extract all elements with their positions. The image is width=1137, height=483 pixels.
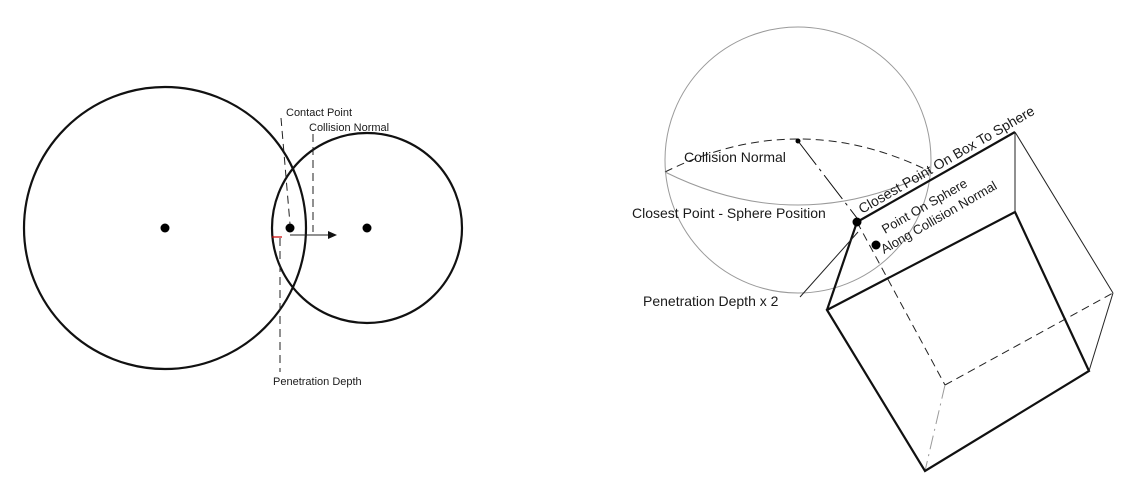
contact-point-dot (285, 223, 295, 233)
small-sphere (270, 131, 464, 325)
box-hidden-edge-1 (856, 221, 946, 386)
closest-point-on-box-dot (852, 217, 862, 227)
box-top-edge (856, 131, 1016, 223)
penetration-depth-x2-label: Penetration Depth x 2 (643, 293, 779, 309)
small-sphere-center (362, 223, 372, 233)
box-hidden-edge-3 (924, 384, 946, 472)
contact-point-leader (280, 117, 291, 225)
large-sphere-center (160, 223, 170, 233)
penetration-depth-leader-right (799, 231, 859, 298)
sphere-equator-back (664, 138, 932, 173)
collision-normal-arrowhead (328, 231, 337, 239)
collision-normal-leader-right (797, 140, 861, 223)
sphere-sphere-diagram: Contact Point Collision Normal Penetrati… (22, 85, 464, 388)
box-back-right-edge (1014, 131, 1114, 294)
box-hidden-edge-2 (944, 292, 1114, 386)
point-on-sphere-dot (871, 240, 881, 250)
sphere-equator-front (664, 171, 932, 206)
sphere-outline (664, 26, 932, 294)
box-right-edge (1088, 292, 1114, 372)
penetration-depth-label: Penetration Depth (273, 376, 362, 388)
collision-normal-label-right: Collision Normal (684, 149, 786, 165)
sphere-box-diagram: Collision Normal Closest Point - Sphere … (632, 26, 1114, 473)
box-front-face (825, 210, 1091, 473)
large-sphere (22, 85, 308, 371)
collision-normal-label: Collision Normal (309, 122, 389, 134)
contact-point-label: Contact Point (286, 107, 352, 119)
closest-point-minus-sphere-label: Closest Point - Sphere Position (632, 205, 826, 221)
box-left-edge (825, 221, 859, 311)
